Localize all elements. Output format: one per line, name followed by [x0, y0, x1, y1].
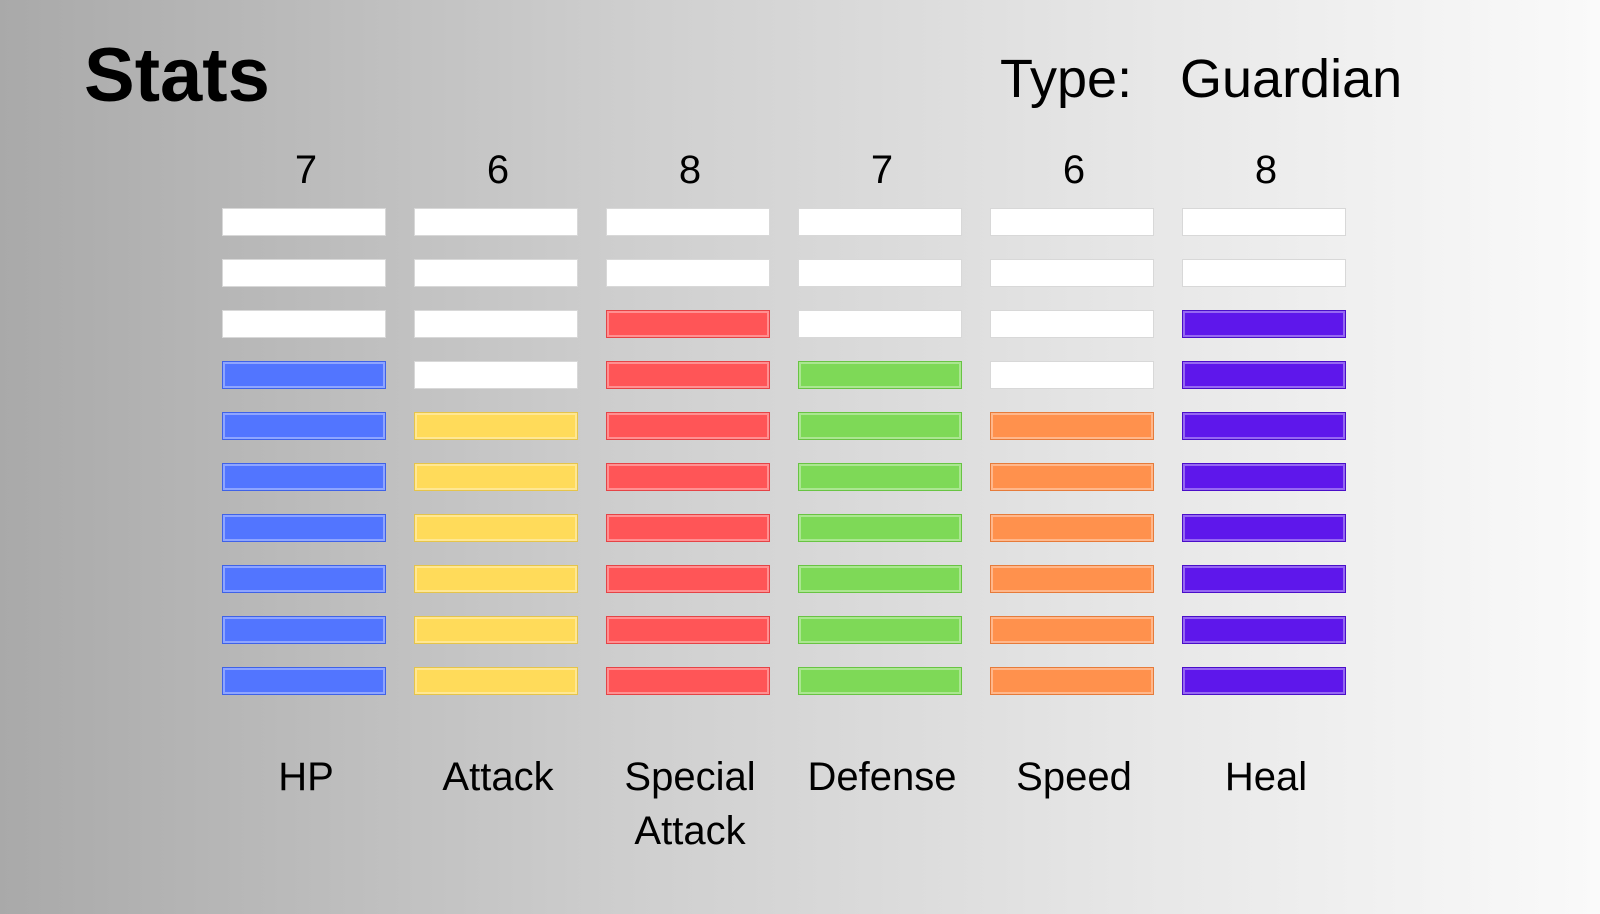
stat-value-attack: 6: [486, 148, 510, 192]
stat-bar-filled: [1182, 565, 1346, 593]
stat-bar-filled: [990, 463, 1154, 491]
stat-column-heal: 8 Heal: [1182, 148, 1350, 799]
stat-bar-filled: [222, 361, 386, 389]
stat-bar-filled: [222, 514, 386, 542]
stat-bar-filled: [414, 616, 578, 644]
stat-value-hp: 7: [294, 148, 318, 192]
stat-bar-empty: [1182, 259, 1346, 287]
stat-bar-filled: [1182, 412, 1346, 440]
stat-bar-empty: [606, 259, 770, 287]
stat-label-speed: Speed: [1016, 755, 1132, 799]
stat-bar-empty: [1182, 208, 1346, 236]
type-label: Type:: [1000, 49, 1133, 109]
stat-label-attack: Attack: [442, 755, 554, 799]
stat-column-speed: 6 Speed: [990, 148, 1158, 799]
stat-value-heal: 8: [1254, 148, 1278, 192]
stat-bar-filled: [222, 412, 386, 440]
type-value: Guardian: [1180, 49, 1403, 109]
stat-bar-filled: [414, 412, 578, 440]
stat-bar-empty: [414, 208, 578, 236]
stat-bar-filled: [606, 361, 770, 389]
stat-bar-filled: [606, 565, 770, 593]
stat-bar-filled: [1182, 616, 1346, 644]
stat-bar-filled: [606, 463, 770, 491]
stat-bar-filled: [606, 616, 770, 644]
stat-bar-filled: [222, 463, 386, 491]
stat-bar-filled: [798, 667, 962, 695]
stat-bar-empty: [606, 208, 770, 236]
stat-bar-filled: [606, 310, 770, 338]
stat-value-defense: 7: [870, 148, 894, 192]
stat-bar-filled: [1182, 361, 1346, 389]
stat-bar-empty: [222, 310, 386, 338]
stat-bar-filled: [798, 616, 962, 644]
stat-label-hp: HP: [278, 755, 334, 799]
stat-bar-empty: [414, 259, 578, 287]
stat-column-hp: 7 HP: [222, 148, 390, 799]
stat-bar-empty: [414, 310, 578, 338]
stat-bar-filled: [990, 565, 1154, 593]
stat-bar-filled: [414, 514, 578, 542]
stat-label-defense: Defense: [807, 755, 957, 799]
stat-bar-empty: [414, 361, 578, 389]
stat-bar-empty: [798, 208, 962, 236]
stat-bar-filled: [414, 667, 578, 695]
stat-bar-filled: [222, 667, 386, 695]
stat-bar-empty: [990, 208, 1154, 236]
stat-value-speed: 6: [1062, 148, 1086, 192]
stat-bar-filled: [798, 463, 962, 491]
stat-bar-filled: [990, 412, 1154, 440]
stat-bar-filled: [414, 463, 578, 491]
stat-value-special-attack: 8: [678, 148, 702, 192]
stat-bar-empty: [798, 310, 962, 338]
stat-label-special-attack: Special Attack: [624, 755, 756, 853]
stat-bar-filled: [1182, 514, 1346, 542]
stat-bar-empty: [990, 361, 1154, 389]
page-title: Stats: [84, 33, 270, 118]
stat-bar-filled: [414, 565, 578, 593]
stat-bar-filled: [990, 616, 1154, 644]
stat-column-defense: 7 Defense: [798, 148, 966, 799]
stat-bar-empty: [798, 259, 962, 287]
stat-bar-filled: [798, 565, 962, 593]
stat-bar-filled: [990, 667, 1154, 695]
stat-bar-filled: [798, 412, 962, 440]
stat-bar-empty: [990, 259, 1154, 287]
stat-bar-filled: [1182, 667, 1346, 695]
stat-bar-filled: [606, 412, 770, 440]
stat-column-special-attack: 8 Special Attack: [606, 148, 774, 853]
stat-bar-filled: [606, 514, 770, 542]
stat-column-attack: 6 Attack: [414, 148, 582, 799]
stat-bar-filled: [222, 616, 386, 644]
stat-bar-empty: [222, 208, 386, 236]
stat-bar-filled: [1182, 310, 1346, 338]
stat-bar-filled: [222, 565, 386, 593]
stat-bar-filled: [1182, 463, 1346, 491]
stat-bar-empty: [990, 310, 1154, 338]
stat-bar-empty: [222, 259, 386, 287]
stat-bar-filled: [798, 361, 962, 389]
stat-label-heal: Heal: [1224, 755, 1308, 799]
stat-bar-filled: [798, 514, 962, 542]
stat-bar-filled: [606, 667, 770, 695]
stat-bar-filled: [990, 514, 1154, 542]
